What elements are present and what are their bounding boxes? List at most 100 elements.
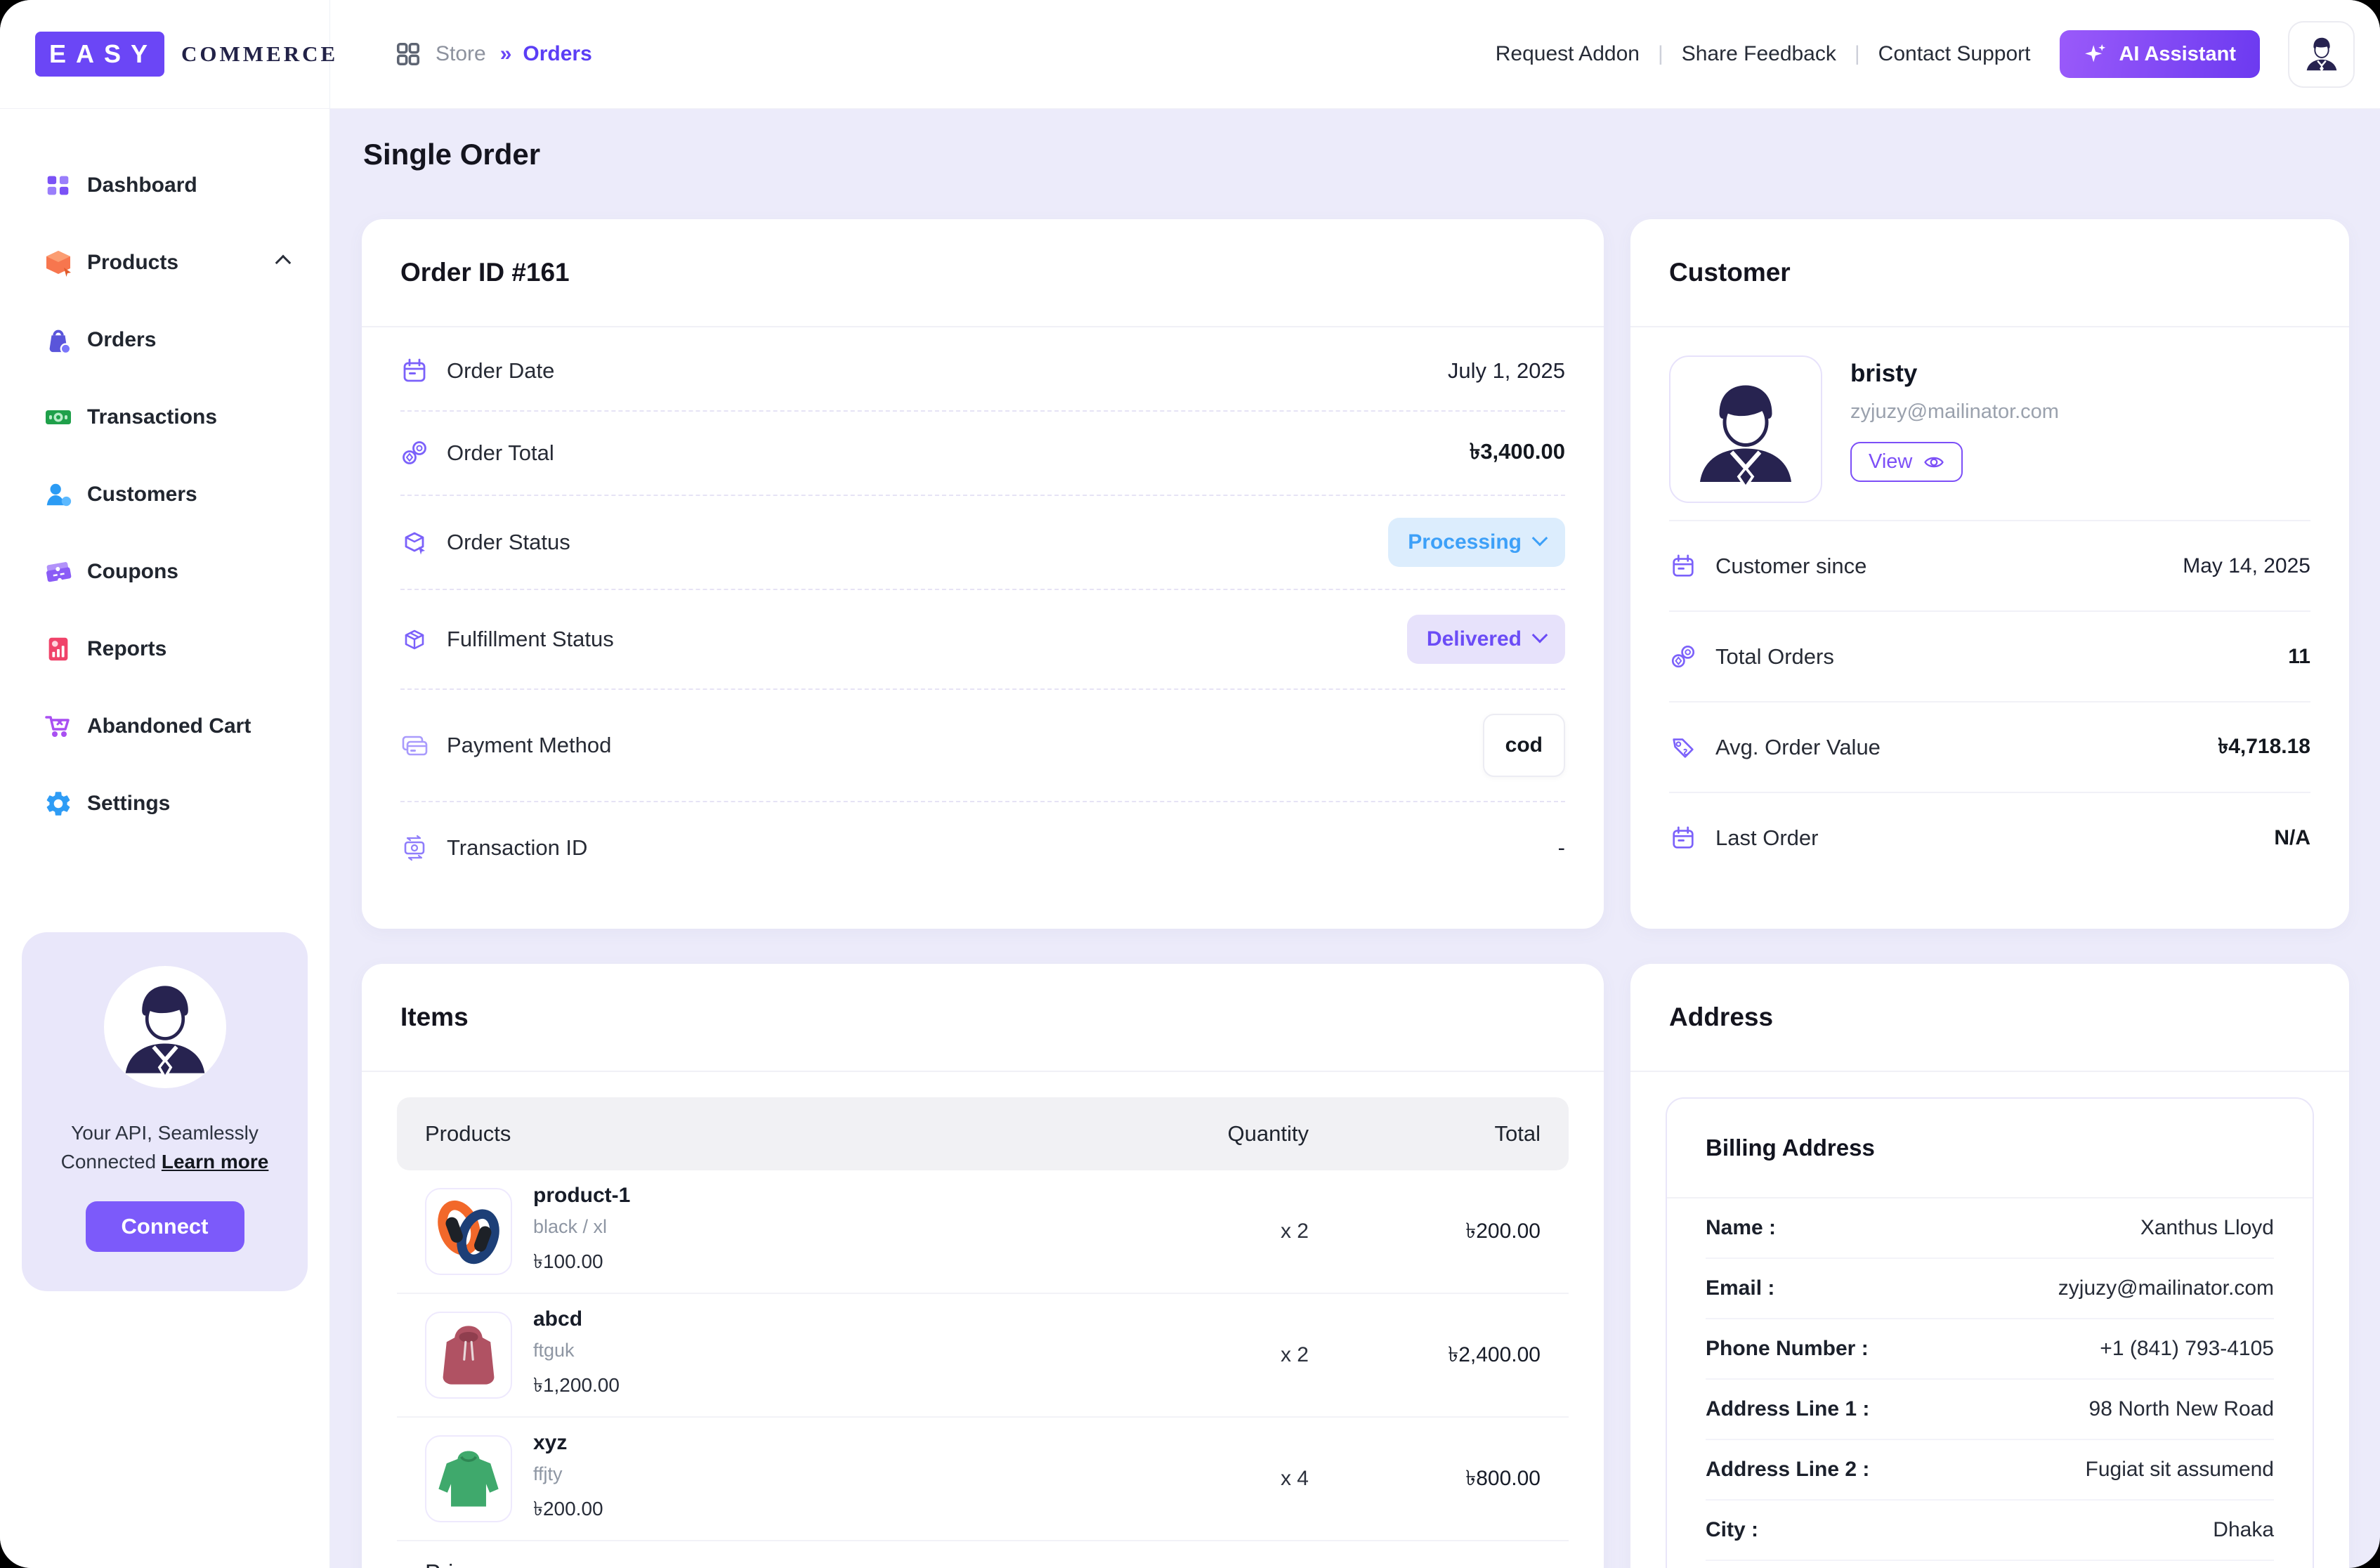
breadcrumb: Store » Orders [395, 41, 592, 67]
api-promo-card: Your API, Seamlessly Connected Learn mor… [22, 932, 308, 1292]
product-variant: ftguk [533, 1340, 575, 1361]
learn-more-link[interactable]: Learn more [161, 1150, 269, 1172]
calendar-icon [1673, 825, 1694, 849]
customer-card-title: Customer [1630, 219, 2349, 327]
last-order-row: Last Order N/A [1669, 792, 2310, 882]
billing-email-label: Email : [1706, 1276, 1775, 1300]
billing-city-value: Dhaka [2213, 1518, 2274, 1541]
product-name[interactable]: xyz [533, 1431, 568, 1454]
transaction-id-label: Transaction ID [447, 835, 588, 860]
payment-method-label: Payment Method [447, 733, 612, 757]
payment-method-row: Payment Method cod [400, 690, 1565, 802]
dashboard-icon [42, 169, 74, 202]
avg-order-value-label: Avg. Order Value [1715, 734, 1881, 759]
price-value: ৳3,400.00 [1439, 1560, 1541, 1568]
coupons-icon [42, 556, 74, 588]
sweater-image [438, 1451, 499, 1507]
last-order-label: Last Order [1715, 825, 1819, 850]
contact-support-link[interactable]: Contact Support [1878, 42, 2031, 65]
product-price: ৳1,200.00 [533, 1374, 620, 1396]
order-total-label: Order Total [447, 440, 554, 465]
breadcrumb-store[interactable]: Store [436, 42, 486, 65]
transaction-id-row: Transaction ID - [400, 802, 1565, 894]
billing-name-row: Name : Xanthus Lloyd [1706, 1198, 2274, 1259]
sidebar-item-settings[interactable]: Settings [0, 765, 329, 842]
abandoned-cart-icon [42, 710, 74, 743]
breadcrumb-orders[interactable]: Orders [523, 42, 592, 65]
sidebar-item-products[interactable]: Products [0, 224, 329, 301]
order-date-label: Order Date [447, 358, 555, 383]
sidebar-item-transactions[interactable]: Transactions [0, 379, 329, 456]
credit-card-icon [402, 736, 428, 756]
sidebar-item-orders[interactable]: Orders [0, 301, 329, 379]
breadcrumb-separator-icon: » [499, 42, 512, 65]
sidebar: Dashboard Products Orders Transactions [0, 109, 330, 1568]
user-avatar[interactable] [2288, 20, 2355, 88]
settings-icon [42, 788, 74, 820]
brand-logo-text: EASY [49, 39, 158, 68]
connect-button[interactable]: Connect [85, 1201, 244, 1253]
customer-since-row: Customer since May 14, 2025 [1669, 520, 2310, 610]
address-card-title: Address [1630, 964, 2349, 1072]
address-card: Address Billing Address Name : Xanthus L… [1630, 964, 2349, 1568]
promo-line1: Your API, Seamlessly [71, 1122, 259, 1144]
request-addon-link[interactable]: Request Addon [1495, 42, 1640, 65]
sidebar-item-label: Abandoned Cart [87, 714, 251, 738]
promo-text: Your API, Seamlessly Connected Learn mor… [43, 1119, 287, 1176]
billing-name-value: Xanthus Lloyd [2140, 1216, 2274, 1239]
fulfillment-status-dropdown[interactable]: Delivered [1406, 615, 1565, 664]
sidebar-item-customers[interactable]: Customers [0, 456, 329, 533]
coins-icon [1671, 645, 1695, 667]
items-price-footer: Price ৳3,400.00 [397, 1541, 1569, 1568]
product-image [425, 1188, 512, 1275]
sidebar-item-label: Transactions [87, 405, 218, 429]
brand-logo[interactable]: EASY [35, 32, 165, 77]
brand-area: EASY COMMERCE [0, 0, 335, 108]
product-name[interactable]: abcd [533, 1307, 583, 1331]
coins-icon [403, 441, 426, 464]
billing-address2-value: Fugiat sit assumend [2085, 1458, 2274, 1481]
sidebar-item-dashboard[interactable]: Dashboard [0, 147, 329, 224]
order-status-dropdown[interactable]: Processing [1388, 518, 1565, 567]
sidebar-item-reports[interactable]: Reports [0, 610, 329, 688]
billing-city-row: City : Dhaka [1706, 1501, 2274, 1561]
sidebar-item-label: Products [87, 251, 179, 274]
order-date-value: July 1, 2025 [1447, 358, 1565, 383]
ai-assistant-button[interactable]: AI Assistant [2060, 30, 2260, 78]
sidebar-item-label: Reports [87, 637, 167, 660]
product-total: ৳200.00 [1465, 1219, 1541, 1243]
product-1-image [438, 1200, 499, 1265]
transaction-icon [404, 835, 425, 861]
sidebar-item-coupons[interactable]: Coupons [0, 533, 329, 610]
share-feedback-link[interactable]: Share Feedback [1681, 42, 1836, 65]
page-title: Single Order [363, 138, 541, 171]
apps-grid-icon [396, 42, 420, 66]
product-image [425, 1435, 512, 1522]
payment-method-value: cod [1482, 714, 1565, 777]
billing-address-card: Billing Address Name : Xanthus Lloyd Ema… [1666, 1097, 2314, 1568]
ai-assistant-label: AI Assistant [2119, 42, 2236, 65]
customer-name: bristy [1850, 360, 1918, 387]
order-status-row: Order Status Processing [400, 496, 1565, 590]
person-avatar-icon [2306, 37, 2336, 72]
customer-card: Customer bristy zyjuzy@mailinator.com [1630, 219, 2349, 929]
eye-icon [1924, 457, 1944, 467]
sidebar-menu: Dashboard Products Orders Transactions [0, 109, 329, 842]
sidebar-item-abandoned-cart[interactable]: Abandoned Cart [0, 688, 329, 765]
billing-address1-label: Address Line 1 : [1706, 1397, 1870, 1420]
nav-divider: | [1854, 42, 1860, 65]
total-orders-value: 11 [2288, 644, 2310, 668]
product-total: ৳800.00 [1465, 1466, 1541, 1490]
product-total: ৳2,400.00 [1448, 1342, 1541, 1366]
billing-phone-value: +1 (841) 793-4105 [2100, 1337, 2274, 1360]
nav-divider: | [1657, 42, 1663, 65]
product-name[interactable]: product-1 [533, 1184, 631, 1207]
person-avatar-icon [125, 986, 204, 1080]
order-status-value: Processing [1408, 530, 1522, 554]
view-button-label: View [1869, 450, 1913, 473]
hoodie-image [443, 1326, 495, 1385]
view-customer-button[interactable]: View [1850, 442, 1963, 482]
price-tag-icon [1673, 738, 1694, 758]
customer-email: zyjuzy@mailinator.com [1850, 400, 2059, 423]
